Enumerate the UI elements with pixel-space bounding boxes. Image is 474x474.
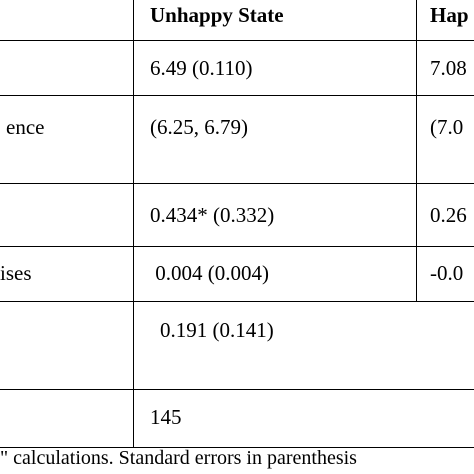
row-divider <box>0 301 474 302</box>
row-divider <box>0 246 474 247</box>
column-divider <box>133 0 134 447</box>
row-label-cases: ises <box>0 261 32 285</box>
cell-unhappy-ci: (6.25, 6.79) <box>150 115 248 139</box>
row-divider <box>0 447 474 448</box>
cell-unhappy-coef-1: 0.434* (0.332) <box>150 203 275 227</box>
cell-happy-mean: 7.08 <box>430 56 467 80</box>
cell-unhappy-mean: 6.49 (0.110) <box>150 56 253 80</box>
row-divider <box>0 95 474 96</box>
row-divider <box>0 40 474 41</box>
cell-unhappy-coef-2: 0.004 (0.004) <box>150 261 269 285</box>
row-label-confidence: ence <box>6 115 45 139</box>
cell-happy-coef-1: 0.26 <box>430 203 467 227</box>
cell-unhappy-coef-3: 0.191 (0.141) <box>160 318 274 342</box>
row-divider <box>0 389 474 390</box>
cell-unhappy-n: 145 <box>150 405 182 429</box>
table-footnote: " calculations. Standard errors in paren… <box>0 447 357 469</box>
row-divider <box>0 183 474 184</box>
header-unhappy-state: Unhappy State <box>150 3 284 27</box>
cell-happy-ci: (7.0 <box>430 115 464 139</box>
header-happy-state: Hap <box>430 3 469 27</box>
cell-happy-coef-2: -0.0 <box>430 261 464 285</box>
column-divider <box>416 0 417 301</box>
